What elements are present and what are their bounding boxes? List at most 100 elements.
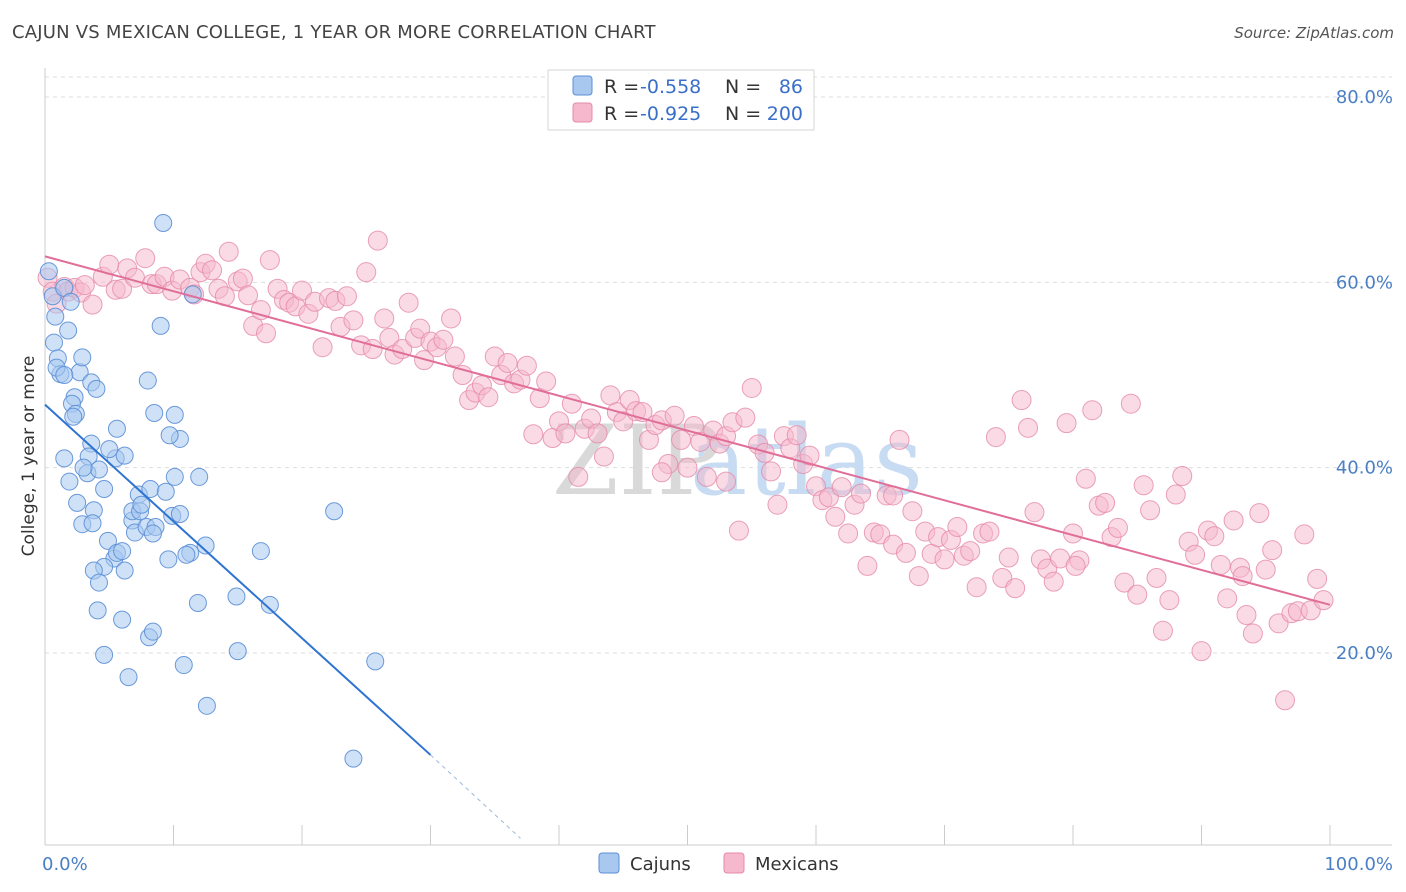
mexican-point [754, 442, 775, 463]
mexican-point [1107, 517, 1128, 538]
mexican-point [761, 461, 782, 482]
mexican-point [1313, 590, 1334, 611]
mexican-point [1146, 567, 1167, 588]
cajun-point [55, 449, 74, 468]
cajun-point [132, 495, 151, 514]
mexican-point [908, 566, 929, 587]
mexican-point [74, 275, 95, 296]
cajun-point [251, 542, 270, 561]
mexican-point [1043, 571, 1064, 592]
mexican-point [135, 248, 156, 269]
mexican-point [1262, 540, 1283, 561]
mexican-trend-line [44, 255, 1331, 606]
mexican-point [1056, 413, 1077, 434]
mexican-point [831, 477, 852, 498]
mexican-point [934, 549, 955, 570]
mexican-point [1236, 605, 1257, 626]
cajun-point [143, 622, 162, 641]
mexican-point [1275, 690, 1296, 711]
mexican-point [1114, 572, 1135, 593]
cajun-point [39, 262, 58, 281]
legend-r-label-mexicans: R = [604, 103, 639, 125]
mexican-point [568, 466, 589, 487]
mexican-point [536, 371, 557, 392]
mexican-point [677, 457, 698, 478]
legend-swatch-cajuns [572, 75, 593, 96]
mexican-point [1082, 400, 1103, 421]
x-tick-label: 100.0% [1324, 854, 1393, 875]
legend-r-value-mexicans: -0.925 [640, 103, 701, 125]
y-tick-label: 20.0% [1336, 643, 1393, 664]
cajun-point [174, 656, 193, 675]
cajun-point [44, 333, 63, 352]
mexican-point [218, 241, 239, 262]
cajun-point [366, 652, 385, 671]
cajun-point [165, 405, 184, 424]
mexican-point [367, 230, 388, 251]
legend-n-label-cajuns: N = [725, 76, 761, 98]
mexican-point [728, 520, 749, 541]
cajun-point [151, 316, 170, 335]
mexican-point [786, 425, 807, 446]
bottom-legend-cajuns: Cajuns [630, 854, 691, 875]
mexican-point [1140, 500, 1161, 521]
bottom-legend: Cajuns Mexicans [598, 852, 839, 875]
y-tick-label: 40.0% [1336, 458, 1393, 479]
mexican-point [1307, 568, 1328, 589]
mexican-point [356, 262, 377, 283]
mexican-point [1024, 502, 1045, 523]
mexican-point [825, 506, 846, 527]
mexican-point [292, 280, 312, 301]
cajun-point [100, 440, 119, 459]
cajun-point [107, 419, 126, 438]
mexican-point [889, 429, 910, 450]
legend-n-value-cajuns: 86 [779, 76, 803, 98]
mexican-point [985, 427, 1006, 448]
cajun-point [190, 467, 209, 486]
mexican-point [497, 352, 518, 373]
mexican-point [202, 260, 223, 281]
cajun-point [60, 472, 79, 491]
y-tick-label: 60.0% [1336, 272, 1393, 293]
series-mexicans [37, 230, 1334, 711]
cajun-point [227, 587, 246, 606]
cajun-point [177, 545, 196, 564]
legend-box: R = -0.558 N = 86 R = -0.925 N = 200 [547, 69, 815, 131]
mexican-point [1159, 590, 1180, 611]
mexican-point [112, 278, 133, 299]
mexican-point [259, 250, 280, 271]
mexican-point [979, 521, 1000, 542]
cajun-point [197, 696, 216, 715]
axes [44, 68, 1392, 846]
cajun-point [89, 460, 108, 479]
legend-n-label-mexicans: N = [725, 103, 761, 125]
mexican-point [516, 355, 537, 376]
mexican-point [696, 466, 717, 487]
mexican-point [799, 445, 820, 466]
cajun-trend-extension [430, 754, 521, 839]
mexican-point [1018, 417, 1039, 438]
mexican-point [1217, 588, 1238, 609]
cajun-point [59, 321, 78, 340]
cajun-point [55, 366, 74, 384]
mexican-point [1255, 559, 1276, 580]
mexican-point [593, 446, 614, 467]
cajun-point [64, 407, 83, 426]
mexican-point [741, 377, 762, 398]
cajun-point [119, 668, 138, 687]
mexican-point [1242, 623, 1263, 644]
mexican-point [1005, 578, 1026, 599]
mexican-point [960, 541, 981, 562]
bottom-legend-swatch-cajuns [598, 852, 620, 874]
series-cajuns [39, 214, 385, 768]
cajun-point [188, 593, 207, 612]
mexican-point [600, 385, 621, 406]
cajun-point [89, 573, 108, 592]
mexican-point [1095, 492, 1116, 513]
mexican-point [1065, 555, 1086, 576]
mexican-point [374, 308, 395, 329]
chart-source: Source: ZipAtlas.com [1234, 24, 1394, 42]
mexican-point [1165, 484, 1186, 505]
mexican-point [1294, 524, 1315, 545]
